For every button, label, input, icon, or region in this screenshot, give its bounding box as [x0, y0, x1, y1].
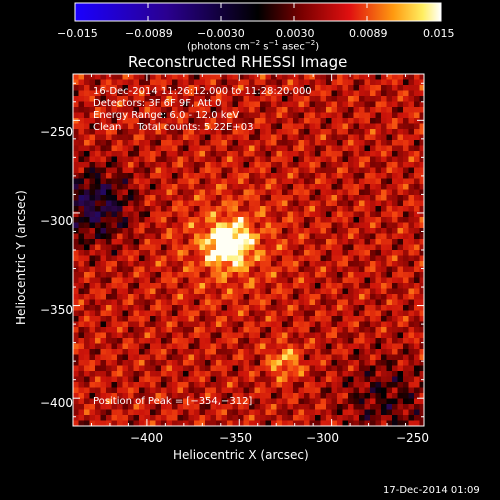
info-counts: Clean Total counts: 5.22E+03 — [93, 122, 254, 133]
info-energy-range: Energy Range: 6.0 - 12.0 keV — [93, 110, 240, 121]
colorbar-tick-label: 0.0030 — [276, 27, 315, 40]
info-time-range: 16-Dec-2014 11:26:12.000 to 11:28:20.000 — [93, 86, 312, 97]
colorbar — [74, 2, 442, 22]
timestamp: 17-Dec-2014 01:09 — [383, 485, 480, 496]
colorbar-tick-label: −0.0030 — [197, 27, 245, 40]
y-tick-label: −300 — [40, 214, 73, 228]
colorbar-unit: (photons cm−2 s−1 asec−2) — [187, 39, 320, 53]
colorbar-tick-label: 0.0089 — [349, 27, 388, 40]
info-detectors: Detectors: 3F 6F 9F, Att 0 — [93, 98, 222, 109]
colorbar-tick-label: −0.015 — [57, 27, 98, 40]
y-tick-label: −250 — [40, 125, 73, 139]
x-tick-label: −400 — [130, 431, 163, 445]
colorbar-tick-label: 0.015 — [423, 27, 455, 40]
colorbar-ticks — [74, 3, 441, 21]
x-tick-label: −350 — [219, 431, 252, 445]
y-tick-label: −350 — [40, 303, 73, 317]
y-axis-label: Heliocentric Y (arcsec) — [14, 190, 28, 325]
peak-position: Position of Peak = [−354,−312] — [93, 396, 253, 407]
x-tick-label: −250 — [396, 431, 429, 445]
x-tick-label: −300 — [306, 431, 339, 445]
y-tick-label: −400 — [40, 396, 73, 410]
image-area — [73, 74, 424, 426]
axis-ticks — [72, 74, 425, 426]
page-title: Reconstructed RHESSI Image — [128, 53, 348, 71]
x-axis-label: Heliocentric X (arcsec) — [173, 448, 309, 462]
colorbar-tick-label: −0.0089 — [125, 27, 173, 40]
